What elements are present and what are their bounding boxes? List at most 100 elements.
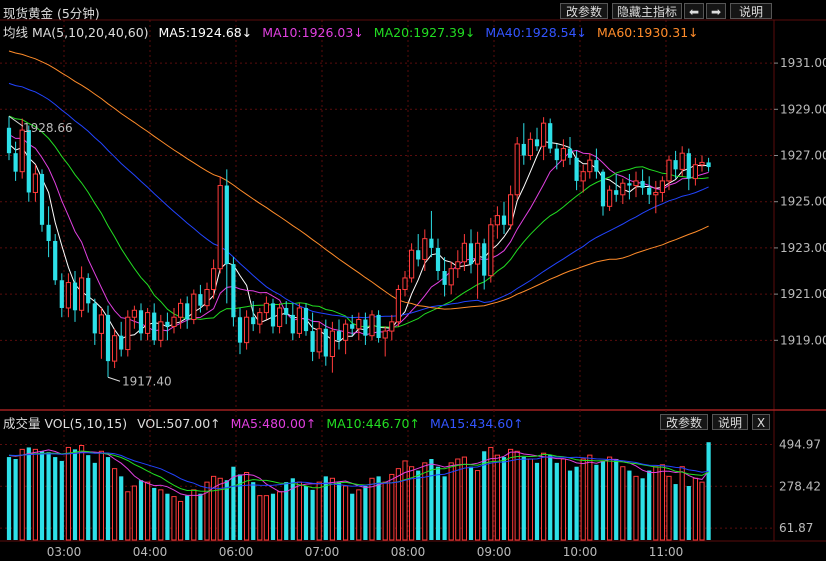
time-tick-label: 11:00 <box>649 545 684 559</box>
candle-body <box>92 303 97 334</box>
volume-bar <box>112 468 118 541</box>
candle-body <box>435 247 441 272</box>
volume-bar <box>350 493 355 540</box>
volume-bar <box>257 495 263 541</box>
volume-bar <box>152 487 157 540</box>
volume-bar <box>105 457 111 540</box>
candle-body <box>409 249 415 279</box>
candle-body <box>65 282 72 309</box>
volume-bar <box>534 462 540 540</box>
volume-bar <box>435 466 441 540</box>
candle-body <box>692 164 698 180</box>
scroll-left-button[interactable]: ⬅ <box>684 3 704 19</box>
candle-body <box>105 314 111 362</box>
volume-tick-label: 61.87 <box>779 521 813 535</box>
volume-bar <box>647 470 652 540</box>
candle-body <box>554 148 559 161</box>
candle-body <box>185 303 190 320</box>
candle-body <box>329 330 335 357</box>
candle-body <box>296 307 302 334</box>
volume-bar <box>402 460 408 541</box>
help-button[interactable]: 说明 <box>730 3 772 19</box>
volume-bar <box>653 466 659 541</box>
volume-bar <box>323 476 328 540</box>
volume-bar <box>442 476 447 540</box>
scroll-right-button[interactable]: ➡ <box>706 3 726 19</box>
vol-close-button[interactable]: X <box>752 414 770 430</box>
candle-body <box>79 277 85 311</box>
candle-body <box>336 331 342 341</box>
volume-bar <box>527 458 533 541</box>
low-label: 1917.40 <box>122 374 172 388</box>
volume-bar <box>699 481 705 541</box>
price-tick-label: 1921.00 <box>780 287 826 301</box>
hide-main-indicator-button[interactable]: 隐藏主指标 <box>612 3 682 19</box>
time-tick-label: 09:00 <box>477 545 512 559</box>
time-tick-label: 03:00 <box>47 545 82 559</box>
volume-bar <box>217 477 223 541</box>
candle-body <box>198 294 203 306</box>
volume-bar <box>178 500 184 541</box>
volume-bar <box>79 445 85 541</box>
volume-bar <box>131 485 138 541</box>
volume-bar <box>165 493 170 540</box>
candle-body <box>706 162 711 168</box>
candle-body <box>653 191 659 196</box>
volume-series <box>6 442 711 541</box>
candle-body <box>673 160 678 170</box>
vol-help-button[interactable]: 说明 <box>712 414 748 430</box>
candle-body <box>600 171 606 207</box>
candle-body <box>323 328 328 357</box>
chart-title: 现货黄金 (5分钟) <box>3 6 100 21</box>
candle-body <box>614 190 619 195</box>
volume-bar <box>461 456 467 541</box>
candle-body <box>13 153 18 172</box>
candle-body <box>204 288 210 307</box>
volume-bar <box>692 477 698 541</box>
volume-bar <box>587 454 593 541</box>
volume-bar <box>614 459 619 540</box>
candle-body <box>191 293 197 321</box>
volume-bar <box>32 448 38 541</box>
candle-body <box>237 317 243 343</box>
volume-bar <box>482 451 487 540</box>
volume-bar <box>627 470 632 540</box>
candle-body <box>633 180 639 187</box>
volume-bar <box>284 482 289 540</box>
time-tick-label: 08:00 <box>391 545 426 559</box>
volume-bar <box>494 454 500 541</box>
candle-body <box>587 159 593 173</box>
candle-body <box>607 189 613 207</box>
candle-body <box>416 250 421 260</box>
volume-bar <box>198 493 203 540</box>
candle-body <box>402 277 408 290</box>
candle-body <box>475 242 481 265</box>
candle-body <box>455 261 461 270</box>
candle-body <box>224 185 229 265</box>
volume-bar <box>237 474 243 540</box>
candle-body <box>316 328 322 353</box>
ma20-value: MA20:1927.39↓ <box>373 25 476 40</box>
volume-bar <box>548 455 553 540</box>
candle-body <box>527 138 533 157</box>
candle-body <box>131 309 138 318</box>
vol-change-params-button[interactable]: 改参数 <box>660 414 708 430</box>
volume-bar <box>429 459 434 540</box>
volume-axis: 494.97 278.42 61.87 <box>779 438 821 536</box>
candle-body <box>560 148 566 161</box>
volume-bar <box>92 462 97 540</box>
high-pointer <box>8 115 24 127</box>
volume-bar <box>231 466 236 540</box>
candle-body <box>59 280 64 308</box>
candle-body <box>686 153 691 179</box>
ma60-value: MA60:1930.31↓ <box>597 25 699 40</box>
volume-bar <box>363 486 368 540</box>
candle-body <box>620 182 626 196</box>
candle-body <box>310 331 315 352</box>
volume-bar <box>389 473 395 541</box>
change-params-button[interactable]: 改参数 <box>560 3 608 19</box>
time-tick-label: 04:00 <box>133 545 168 559</box>
volume-bar <box>679 466 685 541</box>
time-tick-label: 10:00 <box>563 545 598 559</box>
vol-ma15-value: MA15:434.60↑ <box>429 416 524 431</box>
